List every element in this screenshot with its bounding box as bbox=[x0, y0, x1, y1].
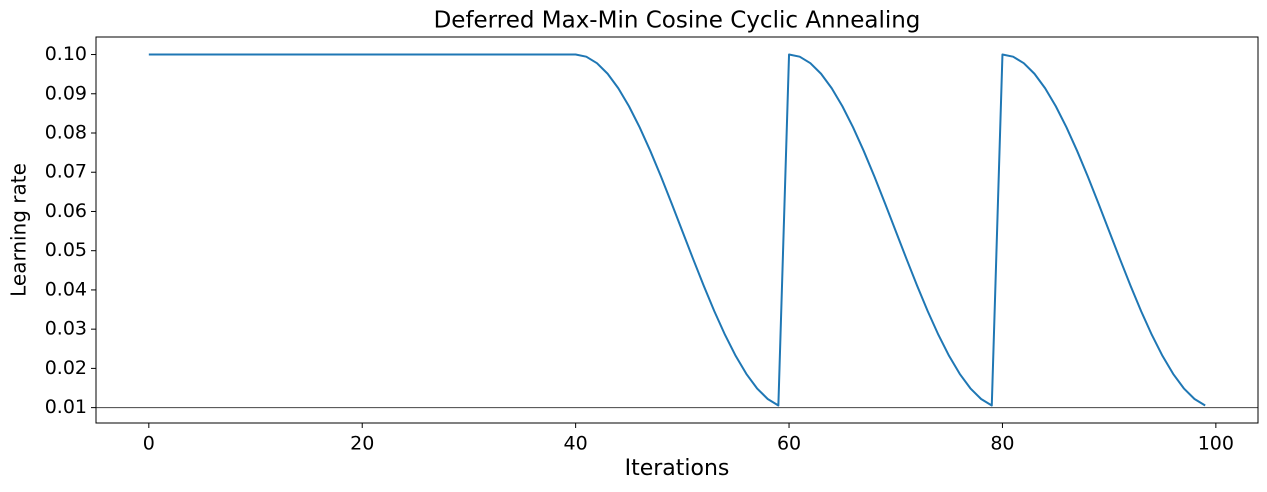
y-tick-label: 0.02 bbox=[45, 357, 87, 379]
x-tick-label: 60 bbox=[777, 433, 801, 455]
x-tick-label: 100 bbox=[1198, 433, 1234, 455]
line-series bbox=[148, 53, 1206, 407]
y-tick-label: 0.05 bbox=[45, 239, 87, 261]
y-tick-label: 0.01 bbox=[45, 396, 87, 418]
y-tick-label: 0.10 bbox=[45, 43, 87, 65]
y-tick-label: 0.03 bbox=[45, 318, 87, 340]
x-axis-label: Iterations bbox=[625, 456, 730, 481]
plot-frame bbox=[95, 36, 1259, 424]
x-tick-label: 0 bbox=[143, 433, 155, 455]
x-tick-label: 40 bbox=[564, 433, 588, 455]
y-tick-label: 0.07 bbox=[45, 161, 87, 183]
chart-title: Deferred Max-Min Cosine Cyclic Annealing bbox=[434, 8, 921, 34]
x-tick-label: 20 bbox=[350, 433, 374, 455]
y-tick-label: 0.09 bbox=[45, 82, 87, 104]
y-axis-label: Learning rate bbox=[7, 163, 31, 297]
x-tick-label: 80 bbox=[990, 433, 1014, 455]
y-tick-label: 0.08 bbox=[45, 121, 87, 143]
y-tick-label: 0.06 bbox=[45, 200, 87, 222]
y-tick-label: 0.04 bbox=[45, 278, 87, 300]
